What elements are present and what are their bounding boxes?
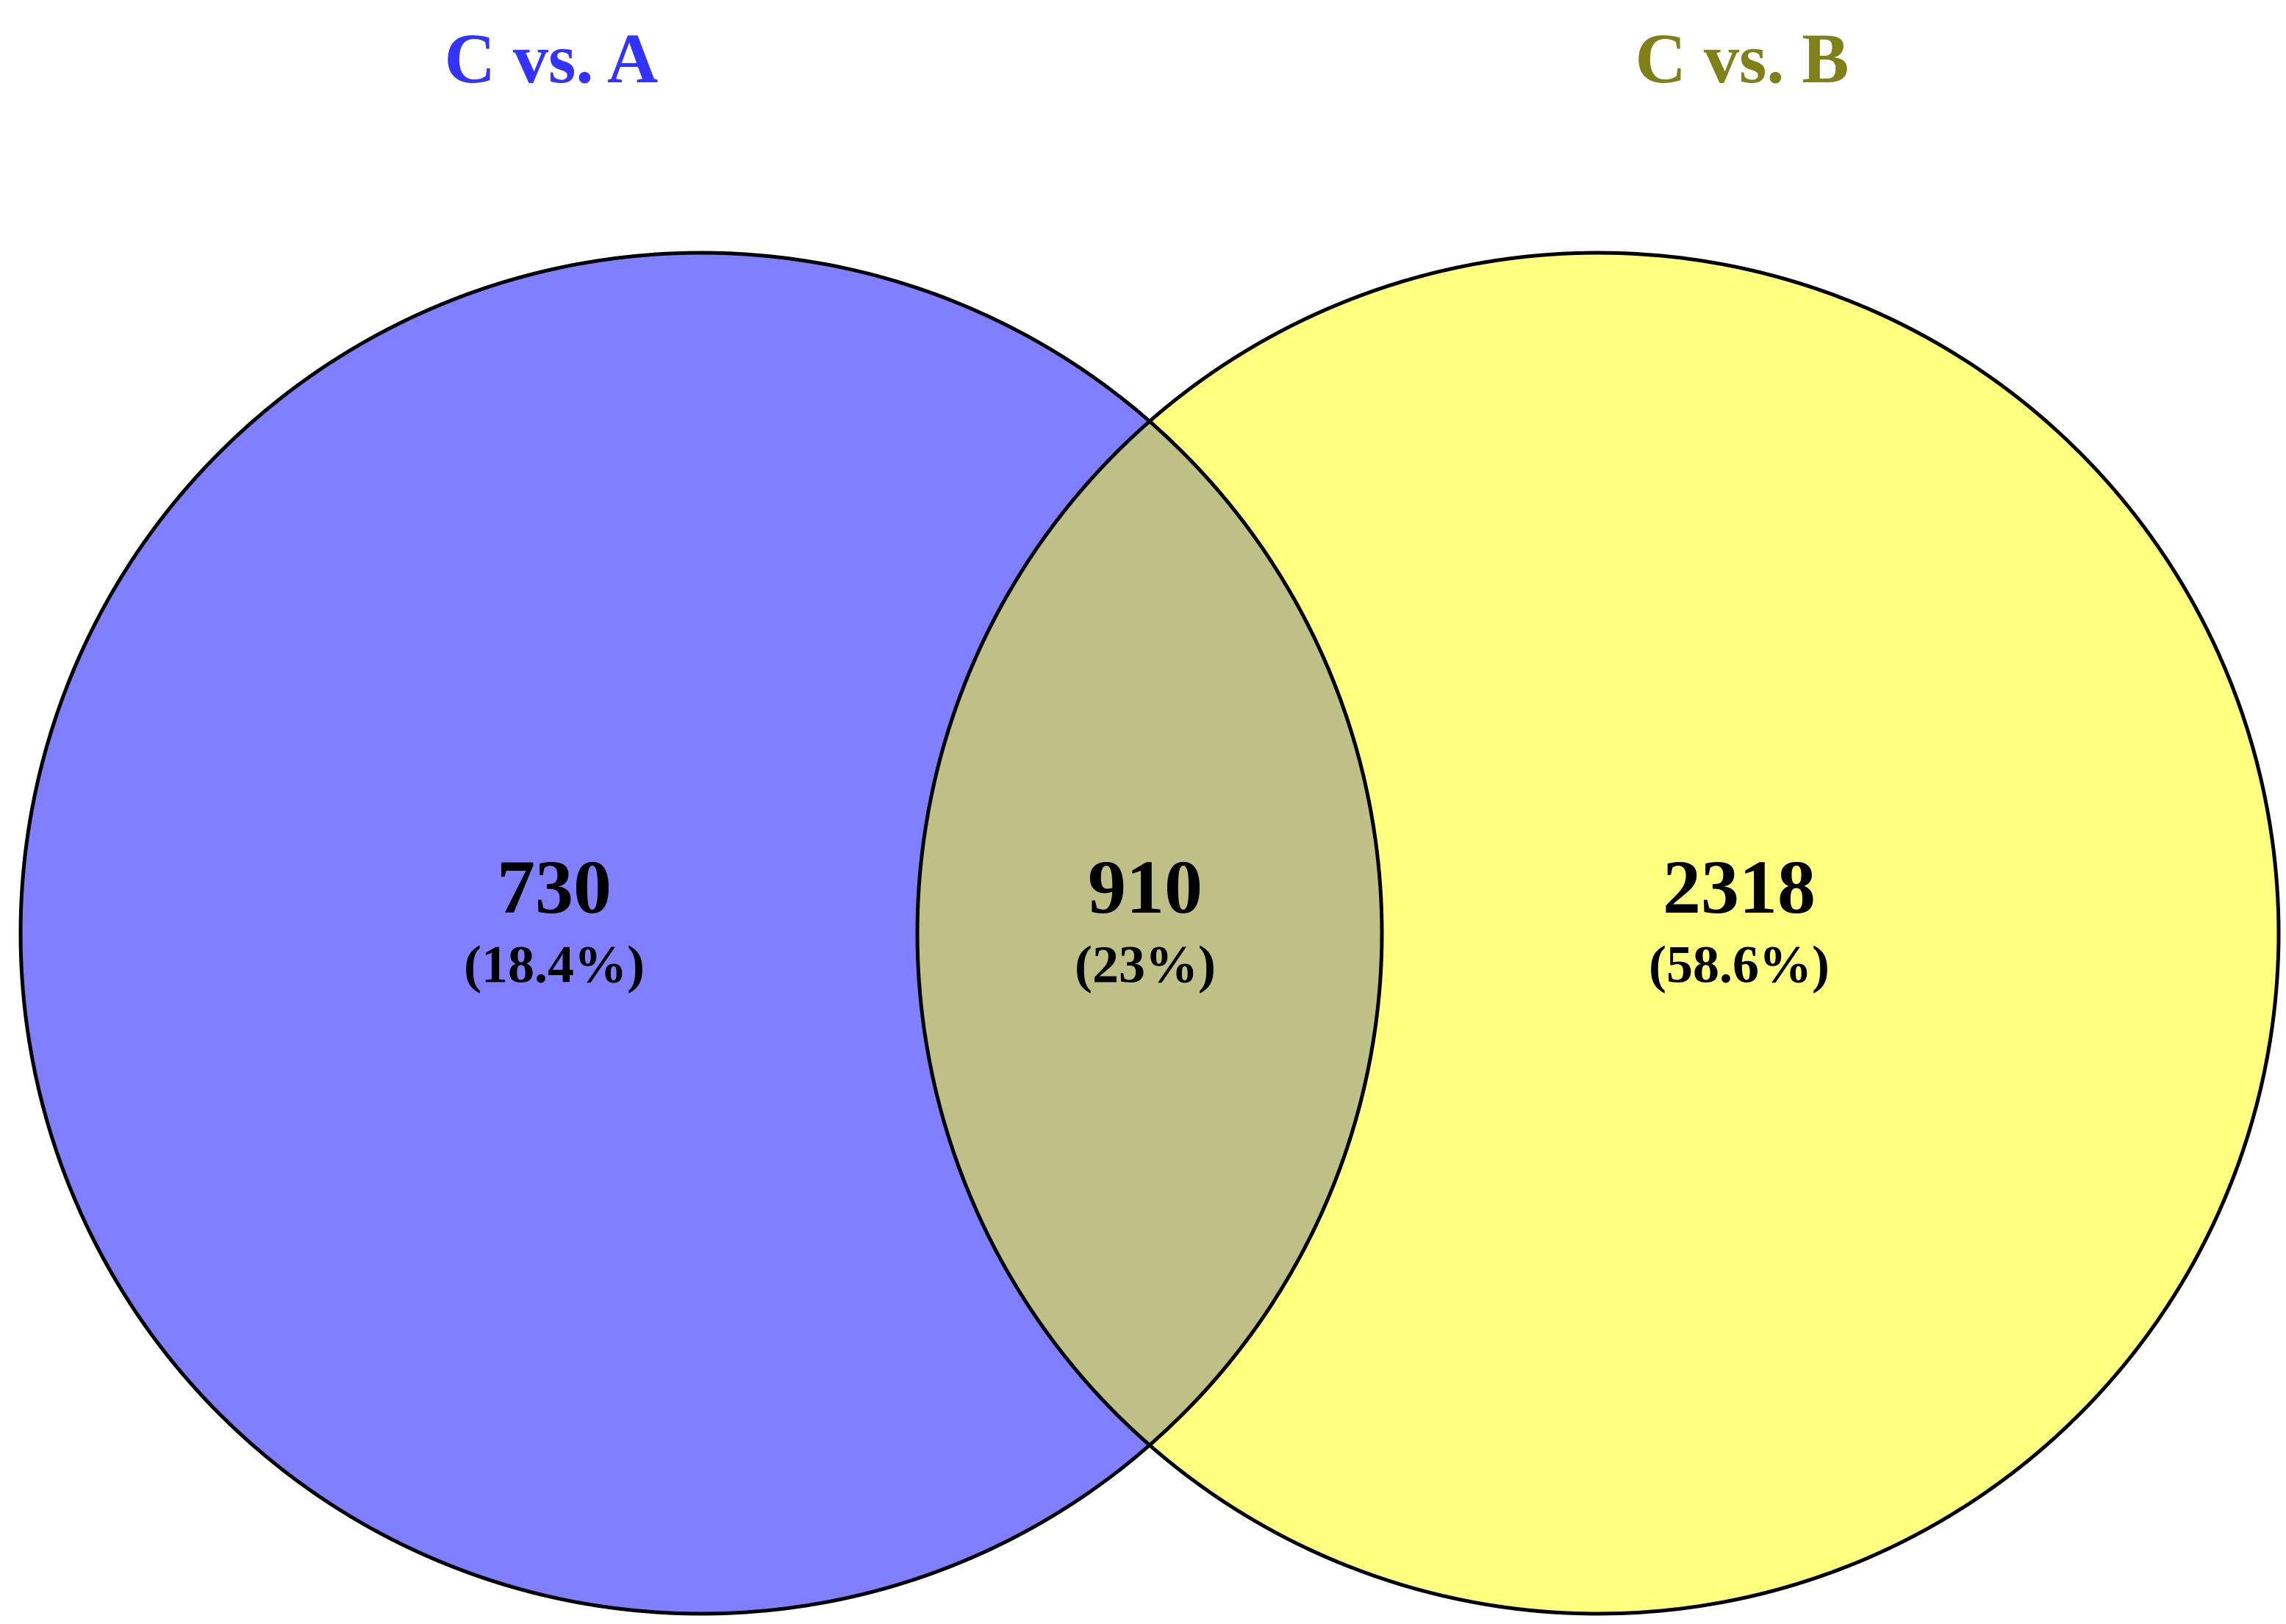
region-percent: (58.6%) <box>1649 935 1830 994</box>
labels: C vs. A C vs. B 730(18.4%) 910(23%) 2318(58.… <box>445 19 1849 994</box>
region-count: 730 <box>497 845 612 930</box>
regions <box>21 253 2279 1614</box>
region-percent: (18.4%) <box>464 935 645 994</box>
region-count: 910 <box>1088 845 1203 930</box>
overlap-region <box>917 253 1382 1614</box>
set-title: C vs. B <box>1635 19 1849 98</box>
region-percent: (23%) <box>1075 935 1216 994</box>
right-outline <box>915 251 2281 1616</box>
left-outline <box>18 251 1384 1616</box>
region-count: 2318 <box>1663 845 1816 930</box>
set-title: C vs. A <box>445 19 659 98</box>
